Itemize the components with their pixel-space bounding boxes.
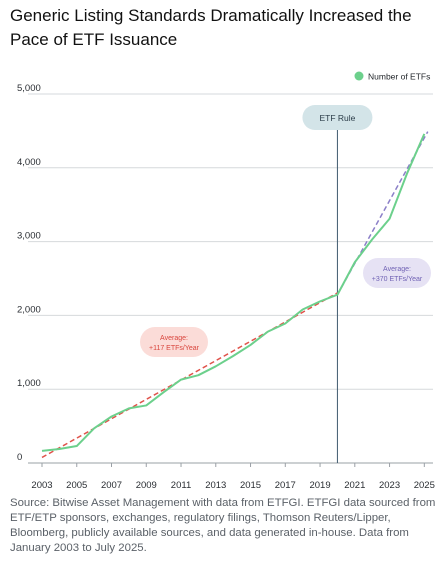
- trend-callout-value: +370 ETFs/Year: [372, 276, 423, 283]
- legend: Number of ETFs: [354, 71, 430, 82]
- x-tick-label: 2021: [344, 480, 365, 490]
- y-tick-label: 4,000: [17, 157, 41, 168]
- y-tick-label: 1,000: [17, 378, 41, 389]
- trend-callout-pill: [363, 258, 431, 288]
- trendlines: [41, 131, 429, 459]
- x-tick-label: 2009: [136, 480, 157, 490]
- series-line: [41, 133, 426, 452]
- x-axis-ticks: 2003 2005 2007 2009 2011 2013 2015 2017 2019 2021…: [31, 463, 435, 490]
- x-tick-label: 2007: [101, 480, 122, 490]
- x-tick-label: 2017: [275, 480, 296, 490]
- trend-callout-pill: [140, 327, 208, 357]
- x-tick-label: 2023: [379, 480, 400, 490]
- legend-label: Number of ETFs: [368, 72, 430, 82]
- trend-callouts: Average: +117 ETFs/Year Average: +370 ETFs/…: [140, 258, 431, 357]
- y-tick-label: 3,000: [17, 231, 41, 242]
- y-tick-label: 0: [17, 452, 22, 463]
- annotation-label: ETF Rule: [319, 113, 355, 123]
- y-tick-label: 5,000: [17, 83, 41, 94]
- trend-callout-value: +117 ETFs/Year: [149, 345, 200, 352]
- x-tick-label: 2005: [66, 480, 87, 490]
- x-tick-label: 2011: [171, 480, 191, 490]
- x-tick-label: 2025: [414, 480, 435, 490]
- annotation-pill: [302, 105, 373, 130]
- x-tick-label: 2019: [309, 480, 330, 490]
- etf-rule-line: ETF Rule: [302, 105, 373, 463]
- chart-title: Generic Listing Standards Dramatically I…: [10, 6, 412, 49]
- x-tick-label: 2015: [240, 480, 261, 490]
- gridlines: [28, 93, 433, 464]
- trend-callout-label: Average:: [383, 266, 411, 273]
- y-tick-label: 2,000: [17, 304, 41, 315]
- legend-marker: [354, 71, 364, 81]
- x-tick-label: 2013: [205, 480, 226, 490]
- source-note: Source: Bitwise Asset Management with da…: [10, 497, 436, 554]
- x-tick-label: 2003: [31, 480, 52, 490]
- y-axis-ticks: 0 1,000 2,000 3,000 4,000 5,000: [17, 83, 41, 463]
- trend-callout-label: Average:: [160, 335, 188, 342]
- series-lines: [41, 133, 426, 452]
